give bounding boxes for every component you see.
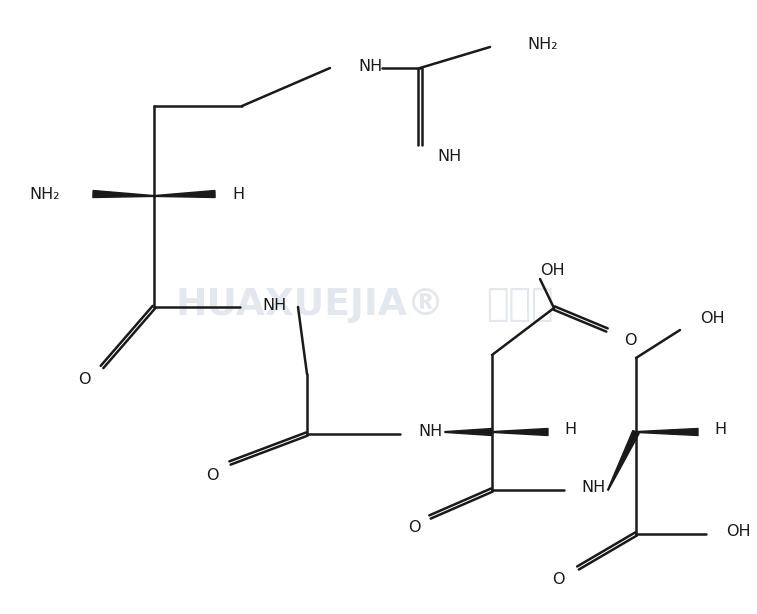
- Polygon shape: [608, 430, 639, 490]
- Text: NH: NH: [358, 58, 382, 74]
- Text: NH₂: NH₂: [30, 187, 60, 201]
- Text: H: H: [564, 422, 576, 438]
- Text: OH: OH: [726, 524, 751, 540]
- Text: NH: NH: [581, 481, 606, 495]
- Text: H: H: [232, 187, 244, 201]
- Text: NH: NH: [418, 424, 442, 440]
- Text: OH: OH: [700, 311, 724, 325]
- Text: NH: NH: [437, 149, 461, 163]
- Text: O: O: [552, 572, 564, 588]
- Polygon shape: [445, 429, 492, 435]
- Text: O: O: [408, 521, 420, 535]
- Text: H: H: [714, 422, 726, 438]
- Polygon shape: [154, 190, 215, 198]
- Text: OH: OH: [540, 263, 565, 278]
- Polygon shape: [492, 429, 548, 435]
- Text: NH₂: NH₂: [527, 36, 557, 52]
- Text: 化学加: 化学加: [486, 287, 554, 323]
- Text: O: O: [624, 333, 637, 348]
- Polygon shape: [636, 429, 698, 435]
- Text: NH: NH: [262, 298, 286, 313]
- Text: O: O: [78, 373, 90, 387]
- Polygon shape: [93, 190, 154, 198]
- Text: HUAXUEJIA®: HUAXUEJIA®: [176, 287, 444, 323]
- Text: O: O: [206, 467, 218, 483]
